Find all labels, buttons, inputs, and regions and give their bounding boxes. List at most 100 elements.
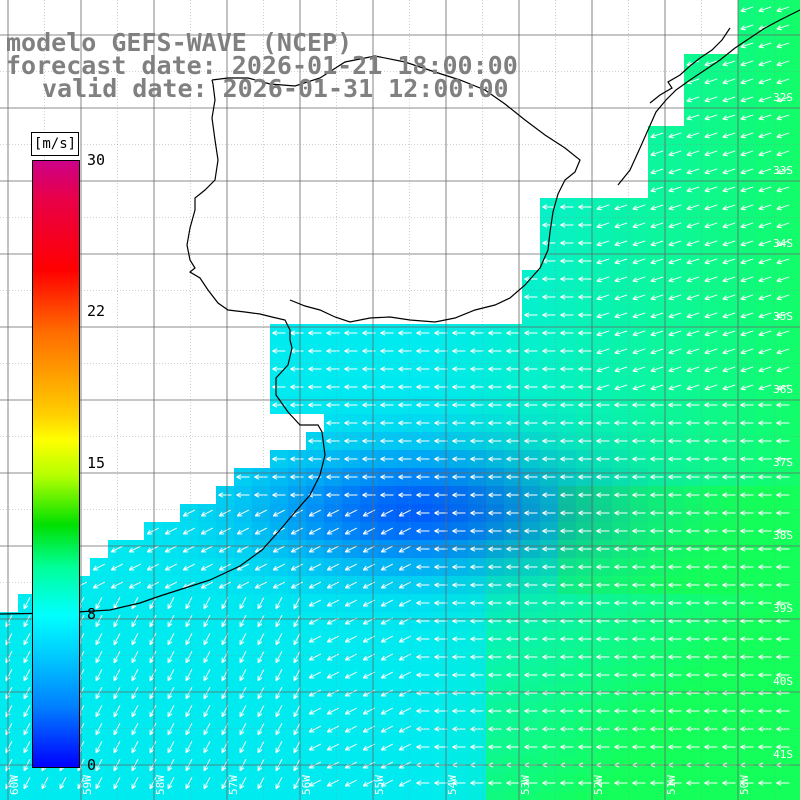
field-cell (540, 792, 558, 800)
field-cell (738, 792, 756, 800)
wind-arrow (578, 222, 592, 228)
colorbar-units-label: [m/s] (31, 132, 79, 156)
lon-label: 60W (8, 775, 21, 795)
wind-arrow (686, 132, 700, 139)
lon-label: 51W (665, 775, 678, 795)
wind-arrow (758, 150, 772, 157)
field-cell (648, 792, 666, 800)
lat-label: 35S (773, 310, 793, 323)
field-cell (792, 576, 800, 594)
wind-arrow (614, 258, 628, 265)
field-cell (18, 792, 36, 800)
lon-label: 57W (227, 775, 240, 795)
wind-arrow (668, 222, 682, 229)
wind-arrow (758, 222, 772, 229)
wind-arrow (758, 60, 772, 67)
wind-arrow (704, 222, 718, 229)
colorbar-tick-30: 30 (87, 151, 106, 169)
wind-arrow (776, 96, 790, 103)
field-cell (792, 54, 800, 72)
lon-label: 53W (519, 775, 532, 795)
lon-label: 56W (300, 775, 313, 795)
field-cell (792, 594, 800, 612)
field-cell (576, 792, 594, 800)
wind-arrow (668, 204, 682, 211)
field-cell (360, 792, 378, 800)
field-cell (0, 792, 18, 800)
field-cell (792, 288, 800, 306)
field-cell (792, 666, 800, 684)
wind-arrow (740, 240, 754, 247)
wind-arrow (740, 222, 754, 229)
field-cell (792, 0, 800, 18)
wind-arrow (740, 78, 754, 85)
field-cell (720, 792, 738, 800)
field-cell (792, 306, 800, 324)
field-cell (792, 468, 800, 486)
field-cell (252, 792, 270, 800)
wind-arrow (632, 240, 646, 247)
field-cell (216, 792, 234, 800)
field-cell (450, 792, 468, 800)
wind-arrow (722, 186, 736, 193)
wind-arrow (776, 222, 790, 229)
field-cell (288, 792, 306, 800)
field-cell (792, 90, 800, 108)
wind-arrow (596, 222, 610, 229)
wind-arrow (776, 132, 790, 139)
field-cell (612, 792, 630, 800)
wind-arrow (686, 258, 700, 265)
wind-arrow (686, 150, 700, 157)
lat-label: 33S (773, 164, 793, 177)
lat-label: 36S (773, 383, 793, 396)
wind-arrow (650, 186, 664, 193)
field-cell (792, 720, 800, 738)
lat-label: 39S (773, 602, 793, 615)
wind-arrow (776, 150, 790, 157)
wind-arrow (758, 96, 772, 103)
wind-arrow (758, 114, 772, 121)
field-cell (792, 36, 800, 54)
field-cell (792, 126, 800, 144)
field-cell (54, 792, 72, 800)
field-cell (792, 360, 800, 378)
field-cell (180, 792, 198, 800)
wind-arrow (650, 168, 664, 175)
wind-arrow (722, 150, 736, 157)
wind-arrow (740, 114, 754, 121)
wind-arrow (740, 42, 754, 49)
lat-label: 38S (773, 529, 793, 542)
lat-label: 34S (773, 237, 793, 250)
wind-arrow (650, 240, 664, 247)
lon-label: 55W (373, 775, 386, 795)
field-cell (792, 108, 800, 126)
lon-label: 58W (154, 775, 167, 795)
field-cell (702, 792, 720, 800)
wind-arrow (758, 6, 772, 13)
field-cell (504, 792, 522, 800)
field-cell (108, 792, 126, 800)
field-cell (468, 792, 486, 800)
field-cell (792, 252, 800, 270)
wind-arrow (704, 168, 718, 175)
field-cell (792, 324, 800, 342)
field-cell (792, 774, 800, 792)
field-cell (522, 792, 540, 800)
wind-arrow (704, 258, 718, 265)
wind-arrow (722, 96, 736, 103)
field-cell (792, 396, 800, 414)
wind-arrow (704, 78, 718, 85)
wind-arrow (668, 150, 682, 157)
field-cell (126, 792, 144, 800)
field-cell (792, 378, 800, 396)
wind-arrow (686, 114, 700, 121)
field-cell (558, 792, 576, 800)
field-cell (792, 234, 800, 252)
wind-arrow (542, 276, 556, 282)
field-cell (36, 792, 54, 800)
field-cell (792, 630, 800, 648)
wind-arrow (704, 186, 718, 193)
colorbar-tick-0: 0 (87, 756, 97, 774)
wind-arrow (776, 24, 790, 31)
